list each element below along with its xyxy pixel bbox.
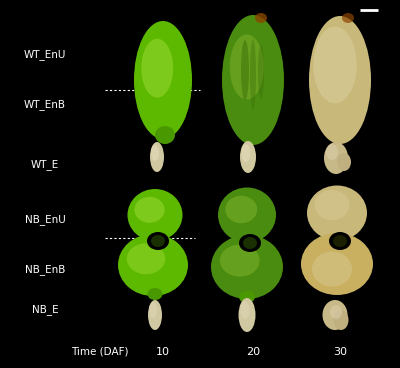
Text: 20: 20 [246,347,260,357]
Ellipse shape [118,234,188,296]
Text: NB_EnU: NB_EnU [25,215,65,226]
Ellipse shape [211,235,283,299]
Ellipse shape [134,21,192,139]
Ellipse shape [309,16,371,144]
Ellipse shape [148,288,162,300]
Ellipse shape [240,141,256,173]
Ellipse shape [239,234,261,252]
Ellipse shape [314,190,350,220]
Ellipse shape [222,15,284,145]
Ellipse shape [255,13,267,23]
Text: NB_E: NB_E [32,305,58,315]
Ellipse shape [149,302,157,318]
Ellipse shape [150,142,164,172]
Ellipse shape [334,310,348,330]
Ellipse shape [301,233,373,295]
Ellipse shape [240,301,250,319]
Ellipse shape [243,237,257,249]
Ellipse shape [151,145,159,161]
Ellipse shape [307,185,367,241]
Ellipse shape [141,39,173,98]
Text: WT_E: WT_E [31,160,59,170]
Ellipse shape [238,298,256,332]
Ellipse shape [242,144,250,162]
Ellipse shape [337,153,351,171]
Ellipse shape [128,189,182,241]
Ellipse shape [220,245,260,277]
Ellipse shape [333,235,347,247]
Ellipse shape [322,300,348,330]
Ellipse shape [134,197,165,223]
Ellipse shape [329,232,351,250]
Ellipse shape [250,40,256,110]
Ellipse shape [151,235,165,247]
Ellipse shape [330,305,342,319]
Ellipse shape [326,144,338,160]
Text: NB_EnB: NB_EnB [25,265,65,276]
Ellipse shape [230,35,264,99]
Ellipse shape [155,126,175,144]
Text: 10: 10 [156,347,170,357]
Ellipse shape [225,196,257,223]
Text: WT_EnB: WT_EnB [24,100,66,110]
Ellipse shape [313,26,357,103]
Ellipse shape [312,251,352,287]
Text: 30: 30 [333,347,347,357]
Ellipse shape [218,188,276,243]
Ellipse shape [258,45,264,99]
Ellipse shape [148,300,162,330]
Ellipse shape [324,142,348,174]
Ellipse shape [342,13,354,23]
Ellipse shape [127,243,165,274]
Ellipse shape [241,40,249,100]
Text: WT_EnU: WT_EnU [24,50,66,60]
Ellipse shape [147,232,169,250]
Text: Time (DAF): Time (DAF) [71,347,129,357]
Ellipse shape [239,291,255,303]
